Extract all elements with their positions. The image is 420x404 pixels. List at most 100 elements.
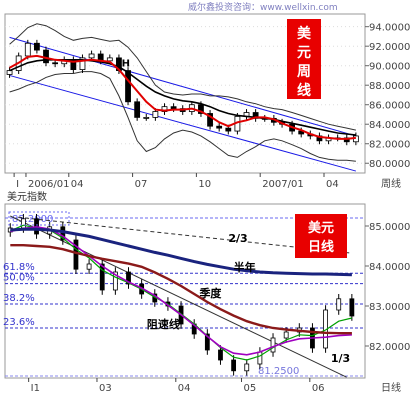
- weekly-candle-body: [43, 49, 49, 64]
- daily-x-tick-label: I1: [31, 383, 40, 394]
- weekly-candle-body: [6, 70, 13, 75]
- daily-x-tick-labels: I1 03 04 05 06: [28, 378, 325, 394]
- weekly-title-line-3: 周: [297, 64, 311, 80]
- weekly-h-label: H: [122, 59, 130, 70]
- daily-series-label: 美元指数: [7, 190, 47, 203]
- daily-annotations: 2/3 1/3 半年 季度 阻速线: [147, 232, 350, 365]
- weekly-x-tick-labels: I 2006/01 04 07 10 2007/01 04: [13, 173, 339, 190]
- weekly-x-tick-label: 10: [198, 179, 211, 190]
- daily-ma-blue: [10, 227, 352, 277]
- fib-level-label: 61.8%: [3, 262, 35, 273]
- daily-candle-body: [283, 331, 289, 339]
- weekly-bands: [9, 23, 357, 162]
- weekly-axis-caption: 周线: [381, 177, 401, 190]
- weekly-y-tick-label: 80.0000: [369, 159, 410, 170]
- weekly-candle-body: [198, 104, 204, 114]
- weekly-title-line-4: 线: [297, 82, 311, 99]
- daily-y-tick-label: 84.0000: [369, 262, 410, 273]
- weekly-candle-body: [134, 101, 141, 118]
- daily-candle-body: [20, 218, 26, 229]
- daily-candles: [7, 214, 355, 376]
- weekly-y-tick-label: 86.0000: [369, 101, 410, 112]
- weekly-title-line-1: 美: [297, 25, 312, 42]
- daily-axis-caption: 日线: [381, 381, 401, 394]
- weekly-candle-body: [125, 70, 131, 103]
- weekly-channel-lower: [9, 74, 357, 172]
- daily-y-tick-labels: 85.0000 84.0000 83.0000 82.0000: [365, 222, 410, 353]
- daily-x-tick-label: 04: [178, 383, 191, 394]
- weekly-x-tick-label: 07: [135, 179, 148, 190]
- daily-candle-body: [270, 337, 276, 353]
- daily-candle-body: [218, 349, 223, 361]
- weekly-channel-lines: [9, 36, 357, 172]
- daily-fibonacci-levels: 61.8%50.0% 38.2% 23.6% 81.2500 85.2000: [3, 214, 365, 377]
- fib-level-label: 50.0%: [3, 273, 35, 284]
- daily-ma-purple: [10, 225, 352, 356]
- weekly-candle-body: [225, 127, 232, 132]
- daily-trend-lines: [10, 215, 352, 378]
- weekly-channel-upper: [9, 36, 357, 137]
- trend-line-one-third: [10, 215, 347, 378]
- weekly-title-box: [287, 19, 321, 99]
- daily-candle-body: [99, 263, 105, 291]
- start-value-box: [8, 211, 70, 226]
- watermark: 威尔鑫投资咨询：www.wellxin.com: [188, 1, 338, 13]
- weekly-y-tick-label: 90.0000: [369, 62, 410, 73]
- weekly-ma-black: [9, 58, 356, 136]
- label-resistance-line: 阻速线: [147, 317, 180, 331]
- daily-panel: 美元指数 85.0000 84.0000 83.0000 82.0000 61.8%5…: [3, 190, 410, 394]
- weekly-band-upper: [9, 23, 357, 131]
- fib-start-label: 85.2000: [12, 214, 53, 225]
- daily-title-line-1: 美元: [308, 220, 334, 236]
- daily-candle-body: [126, 271, 131, 285]
- weekly-moving-averages: [9, 54, 357, 140]
- daily-candle-body: [73, 239, 79, 270]
- weekly-candle-body: [170, 106, 177, 110]
- weekly-y-tick-label: 92.0000: [369, 42, 410, 53]
- weekly-x-tick-label: 04: [71, 179, 84, 190]
- weekly-x-tick-label: 2006/01: [28, 179, 70, 190]
- daily-x-tick-label: 06: [312, 383, 325, 394]
- weekly-title-badge: 美 元 周 线: [287, 19, 321, 99]
- daily-moving-averages: [10, 224, 353, 361]
- daily-candle-body: [86, 263, 92, 270]
- weekly-y-tick-label: 84.0000: [369, 120, 410, 131]
- weekly-x-tick-label: 04: [326, 179, 339, 190]
- weekly-candle-body: [52, 62, 59, 65]
- daily-start-box: [8, 211, 70, 226]
- weekly-panel: 94.0000 92.0000 90.0000 88.0000 86.0000 84.00…: [4, 1, 410, 190]
- daily-candle-body: [204, 333, 210, 351]
- daily-candle-body: [112, 271, 118, 291]
- weekly-candle-body: [79, 57, 86, 71]
- weekly-y-tick-label: 88.0000: [369, 81, 410, 92]
- weekly-candle-body: [152, 111, 159, 118]
- weekly-x-tick-label: I: [16, 179, 19, 190]
- daily-title-badge: 美元 日线: [295, 214, 347, 258]
- weekly-candle-body: [24, 42, 31, 57]
- weekly-candle-body: [88, 53, 95, 59]
- daily-y-tick-label: 85.0000: [369, 222, 410, 233]
- weekly-y-tick-label: 82.0000: [369, 140, 410, 151]
- daily-candle-body: [231, 359, 237, 372]
- label-two-thirds: 2/3: [228, 232, 247, 245]
- weekly-candle-body: [33, 42, 40, 51]
- daily-ma-brown: [10, 243, 352, 335]
- daily-y-tick-label: 82.0000: [369, 342, 410, 353]
- daily-candle-body: [349, 298, 355, 317]
- daily-x-tick-label: 03: [99, 383, 112, 394]
- weekly-y-tick-label: 94.0000: [369, 23, 410, 34]
- label-one-third: 1/3: [331, 352, 350, 365]
- daily-x-tick-label: 05: [243, 383, 256, 394]
- daily-candle-body: [336, 298, 342, 311]
- weekly-candle-body: [143, 116, 150, 119]
- daily-y-tick-label: 83.0000: [369, 302, 410, 313]
- daily-candle-body: [257, 351, 263, 365]
- weekly-x-tick-label: 2007/01: [262, 179, 304, 190]
- daily-title-box: [295, 214, 347, 258]
- weekly-candle-body: [216, 125, 223, 129]
- daily-title-line-2: 日线: [308, 239, 334, 255]
- weekly-y-tick-labels: 94.0000 92.0000 90.0000 88.0000 86.0000 84.00…: [365, 23, 410, 170]
- fib-level-label: 23.6%: [3, 317, 35, 328]
